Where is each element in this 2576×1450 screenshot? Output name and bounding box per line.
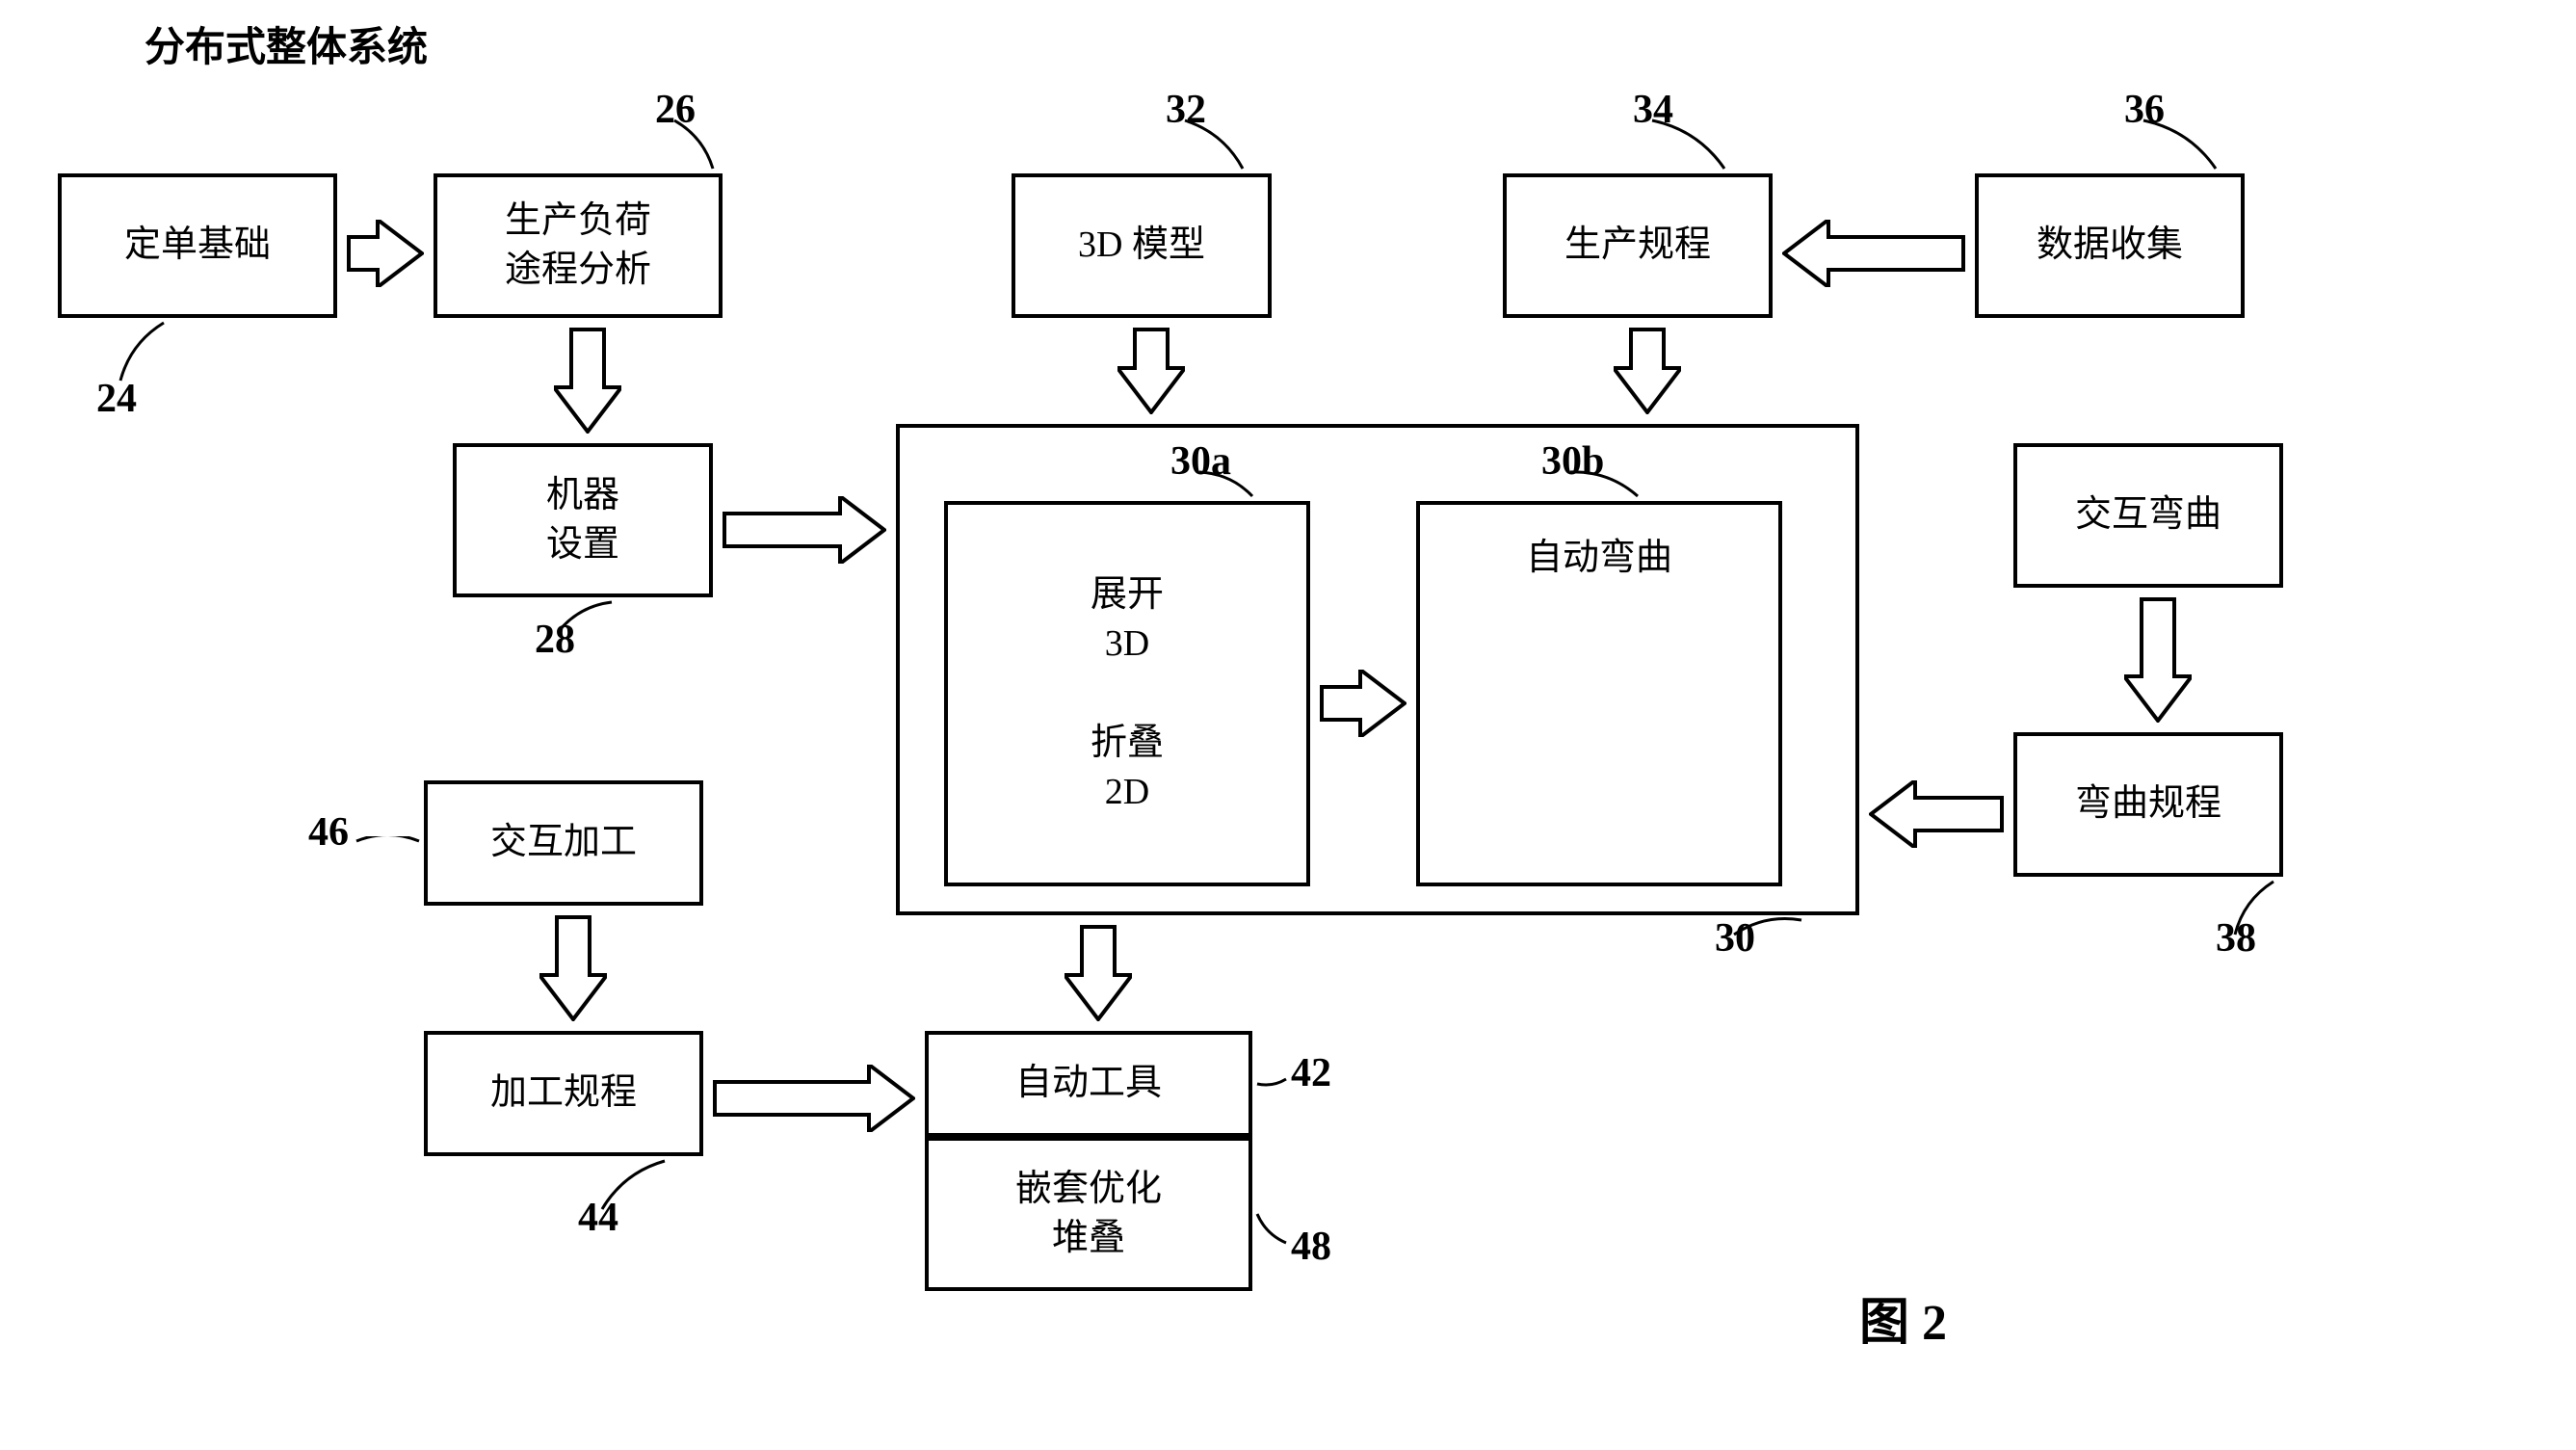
arrow-b30a-b42 (1065, 925, 1132, 1021)
node-label: 生产负荷 途程分析 (505, 197, 651, 296)
node-label: 自动弯曲 (1526, 534, 1672, 583)
leader-26 (670, 116, 718, 178)
ref-label-42: 42 (1291, 1050, 1331, 1096)
ref-label-46: 46 (308, 809, 349, 856)
node-48: 嵌套优化 堆叠 (925, 1137, 1252, 1291)
leader-30 (1729, 915, 1806, 944)
arrow-b26-b28 (554, 328, 621, 434)
node-label: 数据收集 (2037, 221, 2183, 270)
node-label: 机器 设置 (546, 471, 619, 570)
leader-44 (597, 1156, 670, 1219)
diagram-canvas: 分布式整体系统 图 2 定单基础24生产负荷 途程分析263D 模型32生产规程… (0, 0, 2576, 1450)
node-label: 嵌套优化 堆叠 (1015, 1165, 1162, 1264)
leader-42 (1252, 1074, 1291, 1094)
node-28: 机器 设置 (453, 443, 713, 597)
node-24: 定单基础 (58, 173, 337, 318)
node-label: 生产规程 (1564, 221, 1711, 270)
arrow-b24-b26 (347, 220, 424, 287)
arrow-b46-b44 (539, 915, 607, 1021)
arrow-b32-c30 (1117, 328, 1185, 414)
leader-30b (1565, 467, 1643, 506)
node-26: 生产负荷 途程分析 (434, 173, 723, 318)
node-30a: 展开 3D 折叠 2D (944, 501, 1310, 886)
node-label: 展开 3D 折叠 2D (1091, 570, 1164, 817)
node-label: 3D 模型 (1078, 221, 1205, 270)
node-label: 交互加工 (490, 818, 637, 867)
leader-24 (116, 318, 169, 390)
node-label: 定单基础 (124, 221, 271, 270)
leader-38 (2230, 877, 2278, 944)
node-label: 加工规程 (490, 1068, 637, 1118)
leader-46 (352, 833, 424, 851)
arrow-b44-b42 (713, 1065, 915, 1132)
arrow-b28-c30 (723, 496, 886, 564)
node-30b: 自动弯曲 (1416, 501, 1782, 886)
leader-36 (2139, 116, 2221, 178)
node-40: 交互弯曲 (2013, 443, 2283, 588)
node-46: 交互加工 (424, 780, 703, 906)
node-36: 数据收集 (1975, 173, 2245, 318)
arrow-b34-c30 (1614, 328, 1681, 414)
leader-32 (1180, 116, 1248, 178)
node-42: 自动工具 (925, 1031, 1252, 1137)
leader-28 (554, 597, 617, 641)
arrow-b38-c30 (1869, 780, 2004, 848)
node-label: 交互弯曲 (2075, 490, 2221, 540)
leader-48 (1252, 1209, 1291, 1252)
arrow-b30a-b30b (1320, 670, 1406, 737)
node-label: 弯曲规程 (2075, 779, 2221, 829)
leader-30a (1195, 467, 1257, 506)
node-38: 弯曲规程 (2013, 732, 2283, 877)
arrow-b36-b34 (1782, 220, 1965, 287)
figure-label: 图 2 (1859, 1281, 1947, 1354)
leader-34 (1647, 116, 1729, 178)
node-34: 生产规程 (1503, 173, 1773, 318)
node-44: 加工规程 (424, 1031, 703, 1156)
diagram-title: 分布式整体系统 (145, 14, 428, 73)
arrow-b40-b38 (2124, 597, 2192, 723)
node-label: 自动工具 (1015, 1059, 1162, 1108)
node-32: 3D 模型 (1012, 173, 1272, 318)
ref-label-48: 48 (1291, 1224, 1331, 1270)
